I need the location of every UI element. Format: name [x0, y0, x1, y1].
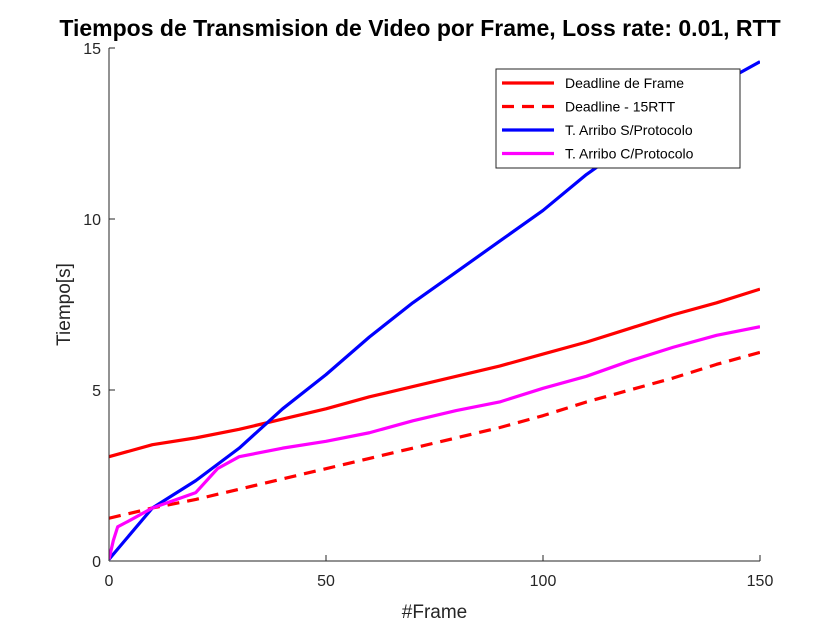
legend-label: T. Arribo S/Protocolo — [565, 122, 693, 138]
y-tick-label: 0 — [92, 554, 101, 571]
series-line-2 — [109, 350, 760, 520]
legend-label: T. Arribo C/Protocolo — [565, 146, 694, 162]
y-tick-label: 10 — [83, 212, 101, 229]
chart-title: Tiempos de Transmision de Video por Fram… — [59, 15, 780, 41]
x-tick-label: 150 — [747, 573, 774, 590]
x-axis-label: #Frame — [402, 602, 467, 623]
y-axis-label: Tiempo[s] — [54, 263, 75, 346]
series-line-4 — [109, 325, 760, 560]
series-line-1 — [109, 287, 760, 459]
y-tick-label: 15 — [83, 41, 101, 58]
legend: Deadline de Frame Deadline - 15RTT T. Arri… — [495, 68, 741, 169]
x-tick-label: 50 — [317, 573, 335, 590]
axes-layer — [108, 48, 760, 562]
x-tick-label: 100 — [530, 573, 557, 590]
x-ticks: 0 50 100 150 — [105, 555, 774, 590]
x-tick-label: 0 — [105, 573, 114, 590]
legend-box — [495, 68, 741, 169]
legend-label: Deadline - 15RTT — [565, 99, 676, 115]
y-ticks: 0 5 10 15 — [83, 41, 115, 571]
y-tick-label: 5 — [92, 383, 101, 400]
legend-label: Deadline de Frame — [565, 75, 684, 91]
